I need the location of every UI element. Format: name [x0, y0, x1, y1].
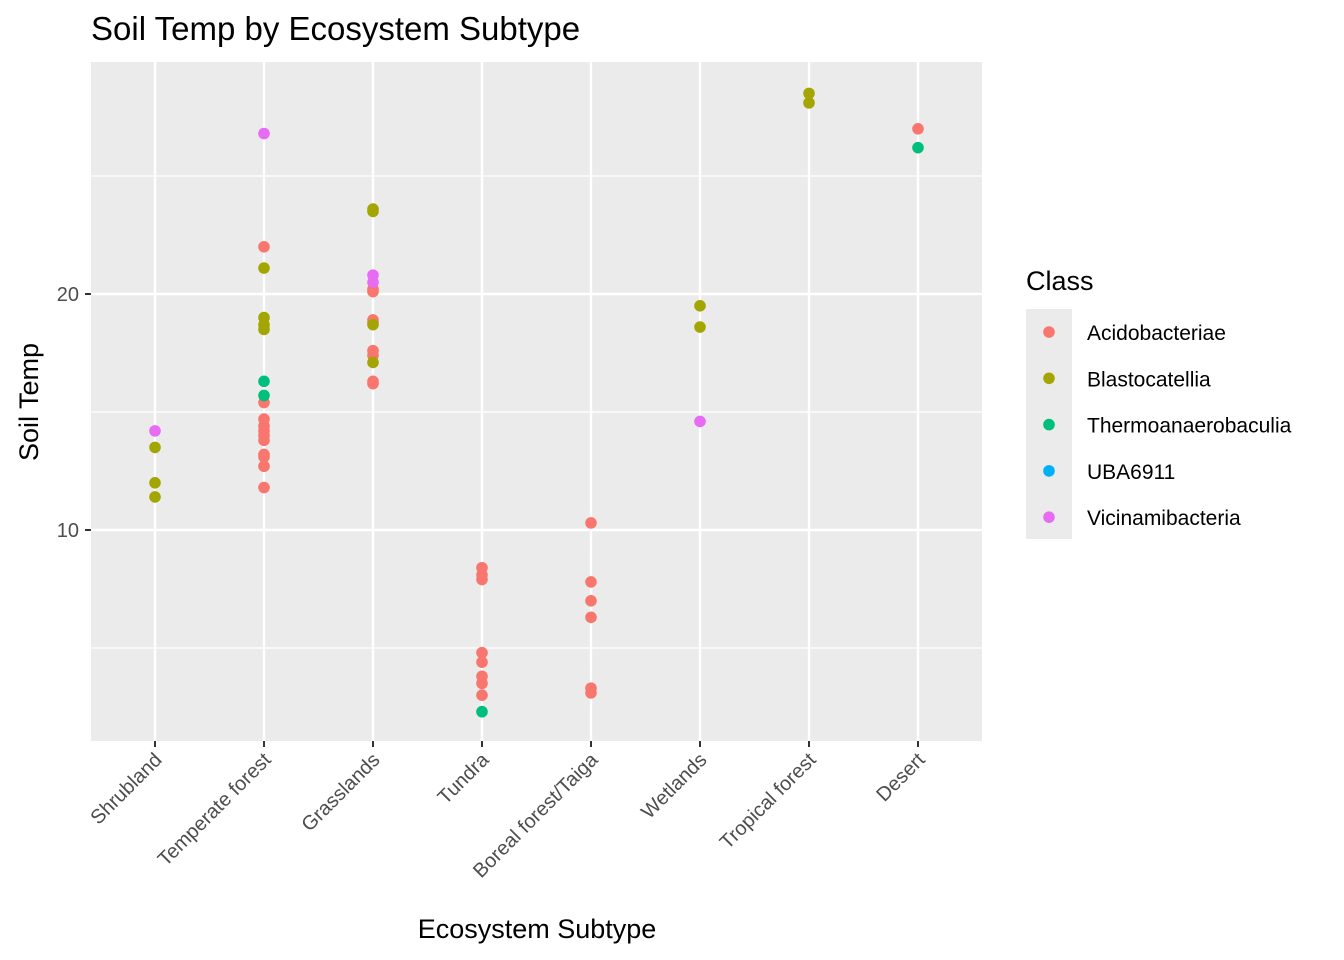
- data-point: [694, 300, 706, 312]
- data-point: [912, 141, 924, 154]
- x-tick-label: Desert: [872, 749, 930, 807]
- data-point: [258, 241, 270, 253]
- legend: Class Acidobacteriae Blastocatellia Thermo…: [1026, 266, 1292, 539]
- data-point: [149, 477, 161, 489]
- y-axis: 10 20: [57, 284, 91, 542]
- data-point: [149, 441, 161, 454]
- legend-label: Blastocatellia: [1087, 368, 1211, 391]
- data-point: [585, 595, 597, 607]
- legend-key: [1043, 511, 1055, 523]
- data-point: [585, 517, 597, 529]
- legend-label: UBA6911: [1087, 461, 1175, 484]
- data-point: [694, 415, 706, 428]
- legend-title: Class: [1026, 266, 1094, 296]
- data-point: [585, 611, 597, 624]
- data-point: [258, 481, 270, 494]
- x-tick-label: Tropical forest: [716, 749, 821, 854]
- data-point: [258, 375, 270, 388]
- data-point: [367, 285, 379, 298]
- data-point: [258, 451, 270, 463]
- data-points: [149, 87, 924, 718]
- gridlines: [91, 62, 982, 741]
- y-tick-label: 10: [57, 520, 79, 542]
- data-point: [367, 276, 379, 289]
- legend-key: [1043, 372, 1055, 385]
- data-point: [476, 656, 488, 668]
- chart-title: Soil Temp by Ecosystem Subtype: [91, 10, 580, 47]
- data-point: [803, 97, 815, 109]
- x-tick-label: Wetlands: [637, 749, 711, 823]
- data-point: [803, 87, 815, 100]
- plot-panel: [91, 62, 982, 741]
- data-point: [476, 677, 488, 690]
- data-point: [476, 689, 488, 701]
- data-point: [585, 687, 597, 699]
- x-tick-label: Shrubland: [86, 749, 166, 829]
- x-tick-label: Temperate forest: [154, 749, 276, 871]
- data-point: [476, 573, 488, 586]
- legend-key: [1043, 418, 1055, 431]
- data-point: [476, 646, 488, 659]
- y-tick-label: 20: [57, 284, 79, 306]
- x-axis-title: Ecosystem Subtype: [418, 914, 657, 944]
- data-point: [912, 123, 924, 135]
- data-point: [694, 321, 706, 333]
- y-axis-title: Soil Temp: [14, 343, 44, 461]
- data-point: [367, 356, 379, 369]
- legend-key: [1043, 326, 1055, 338]
- data-point: [258, 127, 270, 140]
- x-tick-label: Tundra: [434, 748, 494, 808]
- data-point: [149, 425, 161, 437]
- data-point: [258, 389, 270, 402]
- data-point: [367, 377, 379, 390]
- legend-label: Vicinamibacteria: [1087, 507, 1241, 530]
- data-point: [585, 576, 597, 588]
- legend-key: [1043, 465, 1055, 477]
- x-tick-label: Grasslands: [297, 749, 384, 836]
- data-point: [476, 705, 488, 718]
- legend-label: Thermoanaerobaculia: [1087, 415, 1292, 438]
- legend-label: Acidobacteriae: [1087, 322, 1226, 345]
- data-point: [258, 434, 270, 447]
- data-point: [258, 323, 270, 336]
- data-point: [258, 262, 270, 274]
- data-point: [149, 491, 161, 503]
- data-point: [367, 205, 379, 218]
- data-point: [367, 318, 379, 331]
- data-point: [258, 460, 270, 473]
